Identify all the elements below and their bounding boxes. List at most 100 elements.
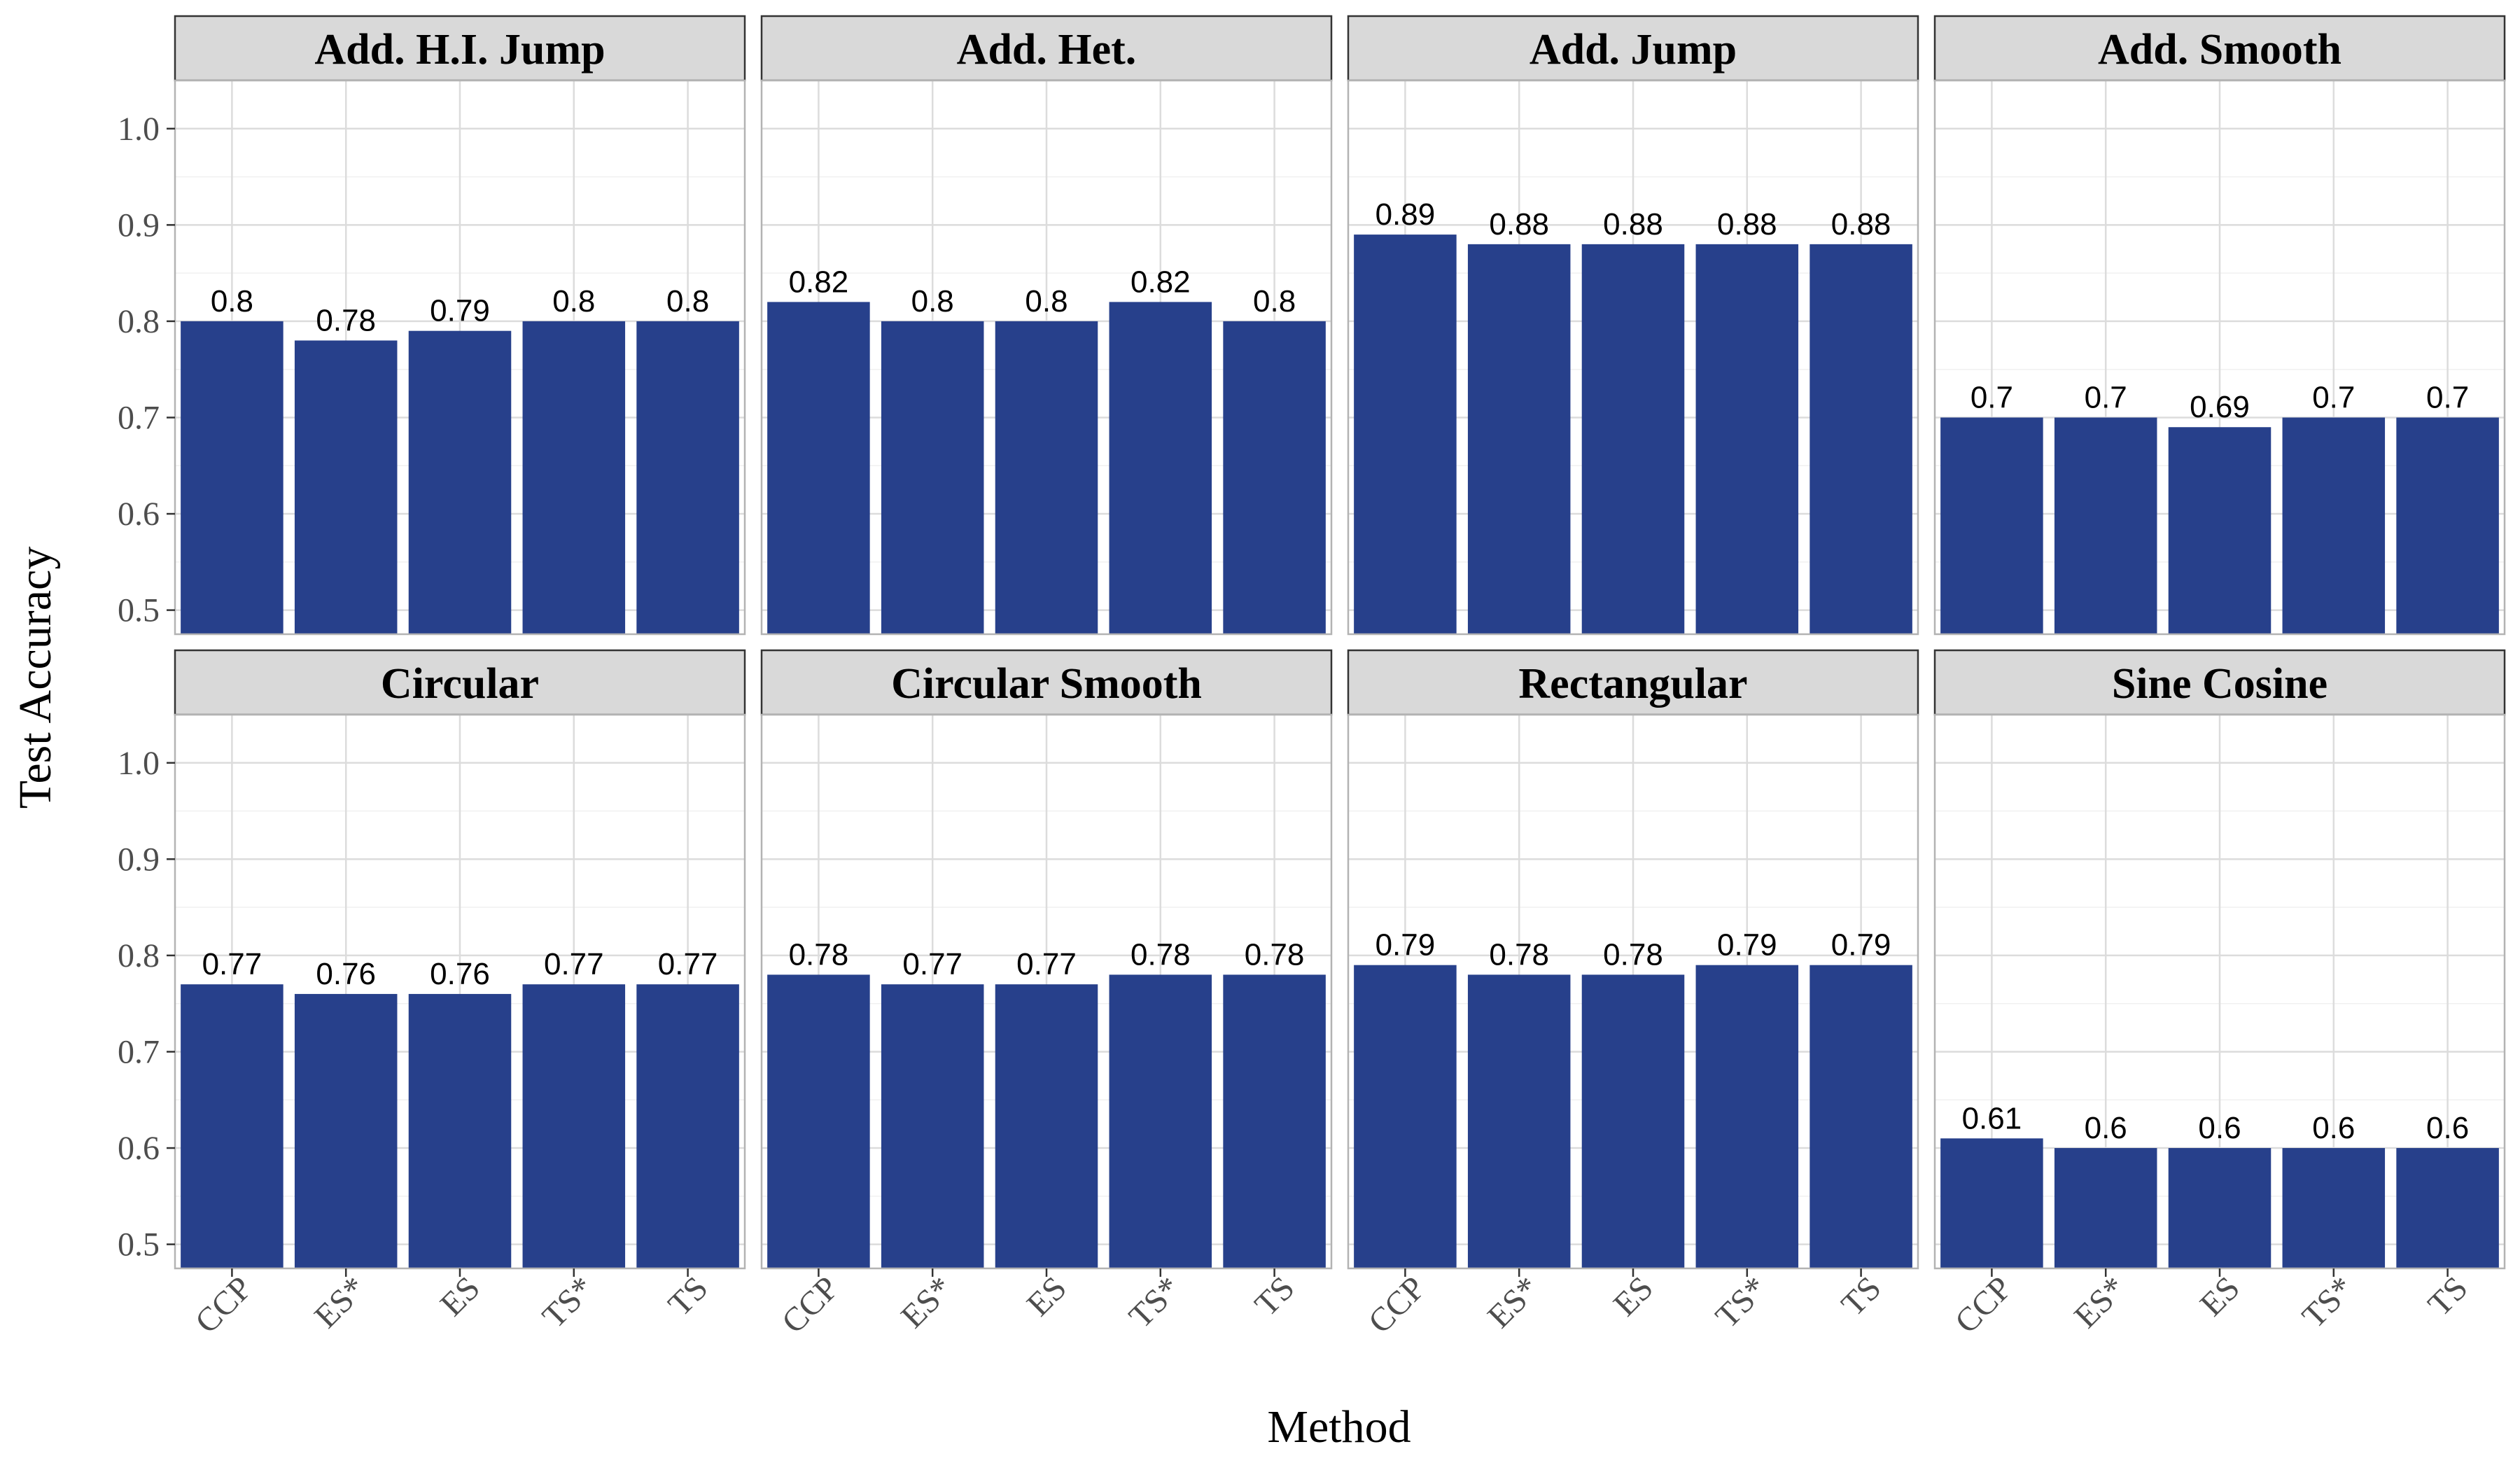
bar — [294, 340, 398, 634]
facet-title: Add. Het. — [957, 26, 1137, 74]
facet-panel: Circular 0.77 0.76 0.76 0.77 0.77 0.5 0.6 0.7 0.8… — [118, 649, 746, 1340]
x-tick-label: ES — [1020, 1269, 1074, 1323]
bar — [294, 993, 398, 1268]
bar — [2282, 1148, 2386, 1268]
data-label: 0.8 — [666, 284, 709, 318]
data-label: 0.8 — [552, 284, 595, 318]
bar — [636, 984, 739, 1268]
data-label: 0.88 — [1717, 207, 1777, 241]
panel-border — [1933, 79, 2506, 636]
facet-strip — [174, 15, 746, 82]
facet-strip — [1347, 15, 1919, 82]
bar — [1940, 417, 2043, 634]
y-tick-label: 0.5 — [118, 592, 160, 629]
y-tick-label: 0.6 — [118, 1130, 160, 1167]
bar — [1809, 244, 1912, 635]
data-label: 0.7 — [1970, 380, 2013, 414]
data-label: 0.79 — [1376, 928, 1436, 962]
y-tick-label: 0.8 — [118, 937, 160, 974]
data-label: 0.8 — [211, 284, 253, 318]
facet-panel: Add. H.I. Jump 0.8 0.78 0.79 0.8 0.8 0.5 0.6 0.7… — [118, 15, 746, 636]
x-tick-label: CCP — [1948, 1269, 2019, 1340]
bar — [881, 321, 984, 634]
data-label: 0.88 — [1831, 207, 1891, 241]
bar — [2054, 1148, 2157, 1268]
y-tick-label: 0.7 — [118, 399, 160, 436]
data-label: 0.7 — [2426, 380, 2469, 414]
x-tick-label: ES — [1606, 1269, 1660, 1323]
bar — [1940, 1138, 2043, 1268]
bar — [1354, 234, 1457, 634]
data-label: 0.69 — [2190, 390, 2250, 424]
bar — [181, 984, 284, 1268]
data-label: 0.78 — [1603, 937, 1663, 972]
x-tick-label: ES* — [2067, 1269, 2133, 1335]
data-label: 0.78 — [1245, 937, 1305, 972]
panel-border — [174, 79, 746, 636]
data-label: 0.77 — [202, 947, 262, 981]
panel-border — [760, 79, 1333, 636]
bar — [408, 993, 512, 1268]
facet-title: Add. Smooth — [2098, 26, 2342, 74]
facet-title: Circular — [381, 660, 539, 708]
data-label: 0.6 — [2312, 1111, 2355, 1145]
x-tick-label: TS* — [1709, 1269, 1774, 1335]
facet-panel: Sine Cosine 0.61 0.6 0.6 0.6 0.6 CCP ES* ES TS* TS — [1933, 649, 2506, 1340]
x-tick-label: TS* — [2295, 1269, 2361, 1335]
bar — [881, 984, 984, 1268]
data-label: 0.6 — [2085, 1111, 2127, 1145]
y-axis-title: Test Accuracy — [10, 547, 61, 809]
bar — [1809, 965, 1912, 1268]
bar — [1109, 302, 1212, 634]
data-label: 0.88 — [1489, 207, 1549, 241]
y-tick-label: 0.9 — [118, 206, 160, 244]
x-tick-label: TS* — [1122, 1269, 1188, 1335]
bar — [1695, 244, 1799, 635]
x-tick-label: TS — [1247, 1269, 1301, 1323]
facet-strip — [174, 649, 746, 716]
data-label: 0.77 — [1016, 947, 1077, 981]
data-label: 0.8 — [1025, 284, 1068, 318]
facet-strip — [1933, 649, 2506, 716]
data-label: 0.79 — [1717, 928, 1777, 962]
data-label: 0.78 — [1489, 937, 1549, 972]
data-label: 0.77 — [658, 947, 718, 981]
bar — [1467, 244, 1571, 635]
bar — [1223, 321, 1326, 634]
bar — [408, 330, 512, 634]
data-label: 0.82 — [789, 265, 849, 299]
x-axis-title: Method — [1267, 1401, 1410, 1452]
data-label: 0.77 — [544, 947, 604, 981]
data-label: 0.6 — [2198, 1111, 2241, 1145]
bar — [1467, 974, 1571, 1268]
facet-panel: Circular Smooth 0.78 0.77 0.77 0.78 0.78 CCP ES… — [760, 649, 1333, 1340]
bar — [1354, 965, 1457, 1268]
data-label: 0.76 — [430, 957, 490, 991]
x-tick-label: CCP — [188, 1269, 260, 1340]
x-tick-label: ES* — [1480, 1269, 1546, 1335]
y-tick-label: 0.7 — [118, 1033, 160, 1070]
bar — [767, 302, 870, 634]
data-label: 0.79 — [430, 294, 490, 328]
panels-layer: Add. H.I. Jump 0.8 0.78 0.79 0.8 0.8 0.5 0.6 0.7… — [118, 15, 2506, 1340]
data-label: 0.7 — [2085, 380, 2127, 414]
y-tick-label: 1.0 — [118, 745, 160, 782]
facet-title: Add. H.I. Jump — [314, 26, 605, 74]
bar — [2168, 1148, 2272, 1268]
facet-panel: Add. Smooth 0.7 0.7 0.69 0.7 0.7 — [1933, 15, 2506, 636]
facet-title: Add. Jump — [1530, 26, 1737, 74]
bar — [2396, 417, 2499, 634]
data-label: 0.78 — [789, 937, 849, 972]
bar — [2168, 427, 2272, 634]
facet-title: Circular Smooth — [891, 660, 1202, 708]
x-tick-label: CCP — [775, 1269, 846, 1340]
facet-title: Rectangular — [1518, 660, 1747, 708]
y-tick-label: 0.6 — [118, 496, 160, 533]
facet-title: Sine Cosine — [2112, 660, 2328, 708]
bar — [995, 321, 1098, 634]
bar — [2282, 417, 2386, 634]
data-label: 0.79 — [1831, 928, 1891, 962]
data-label: 0.89 — [1376, 197, 1436, 232]
data-label: 0.7 — [2312, 380, 2355, 414]
